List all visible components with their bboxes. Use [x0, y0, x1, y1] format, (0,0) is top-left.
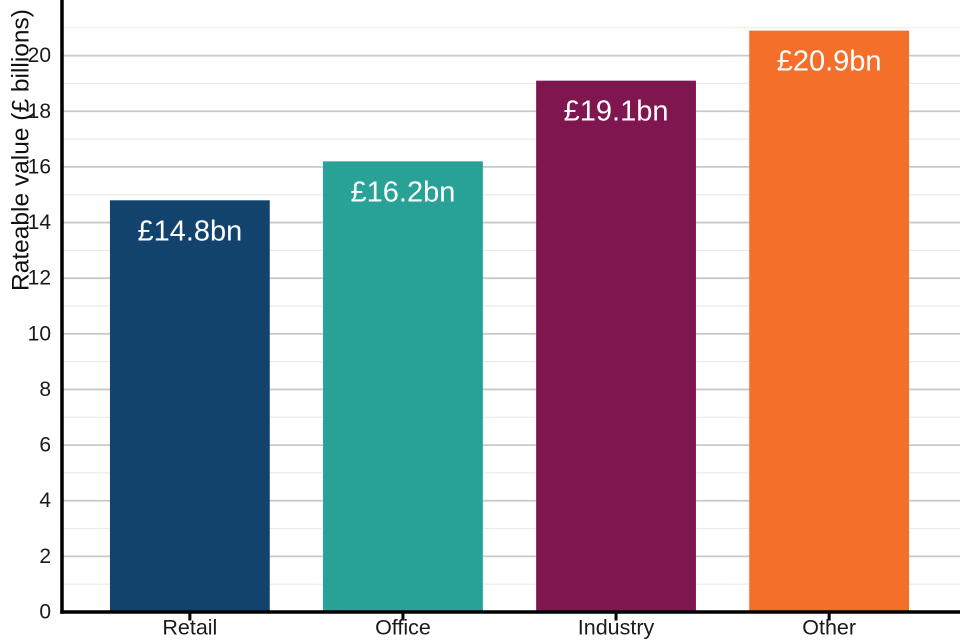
- bar-industry: [536, 80, 696, 612]
- y-tick-label: 20: [28, 44, 51, 67]
- bar-other: [749, 30, 910, 613]
- bar-value-label: £20.9bn: [777, 46, 882, 78]
- y-tick-label: 6: [39, 434, 51, 457]
- bar-value-label: £14.8bn: [137, 215, 242, 247]
- y-tick-label: 18: [28, 100, 51, 123]
- bar-retail: [109, 200, 270, 613]
- y-tick-label: 2: [39, 545, 51, 568]
- y-tick-label: 10: [28, 322, 51, 345]
- x-tick-label: Retail: [162, 616, 217, 640]
- bars: [109, 30, 910, 613]
- y-tick-label: 4: [39, 489, 51, 512]
- bar-value-label: £19.1bn: [564, 96, 669, 128]
- bar-office: [323, 161, 483, 612]
- axes: [60, 0, 960, 614]
- x-tick-label: Industry: [578, 616, 655, 640]
- y-tick-label: 8: [39, 378, 51, 401]
- y-axis-title: Rateable value (£ billions): [8, 9, 35, 291]
- y-tick-label: 0: [39, 601, 51, 624]
- y-tick-labels: 0 2 4 6 8 10 12 14 16 18 20: [28, 44, 52, 623]
- y-tick-label: 14: [28, 211, 52, 234]
- x-tick-label: Office: [375, 616, 431, 640]
- x-category-labels: Retail Office Industry Other: [162, 616, 856, 640]
- y-tick-label: 16: [28, 155, 51, 178]
- bar-value-labels: £14.8bn £16.2bn £19.1bn £20.9bn: [137, 46, 881, 248]
- x-tick-marks: [188, 613, 831, 621]
- x-tick-label: Other: [802, 616, 856, 640]
- y-tick-label: 12: [28, 267, 51, 290]
- bar-value-label: £16.2bn: [351, 176, 456, 208]
